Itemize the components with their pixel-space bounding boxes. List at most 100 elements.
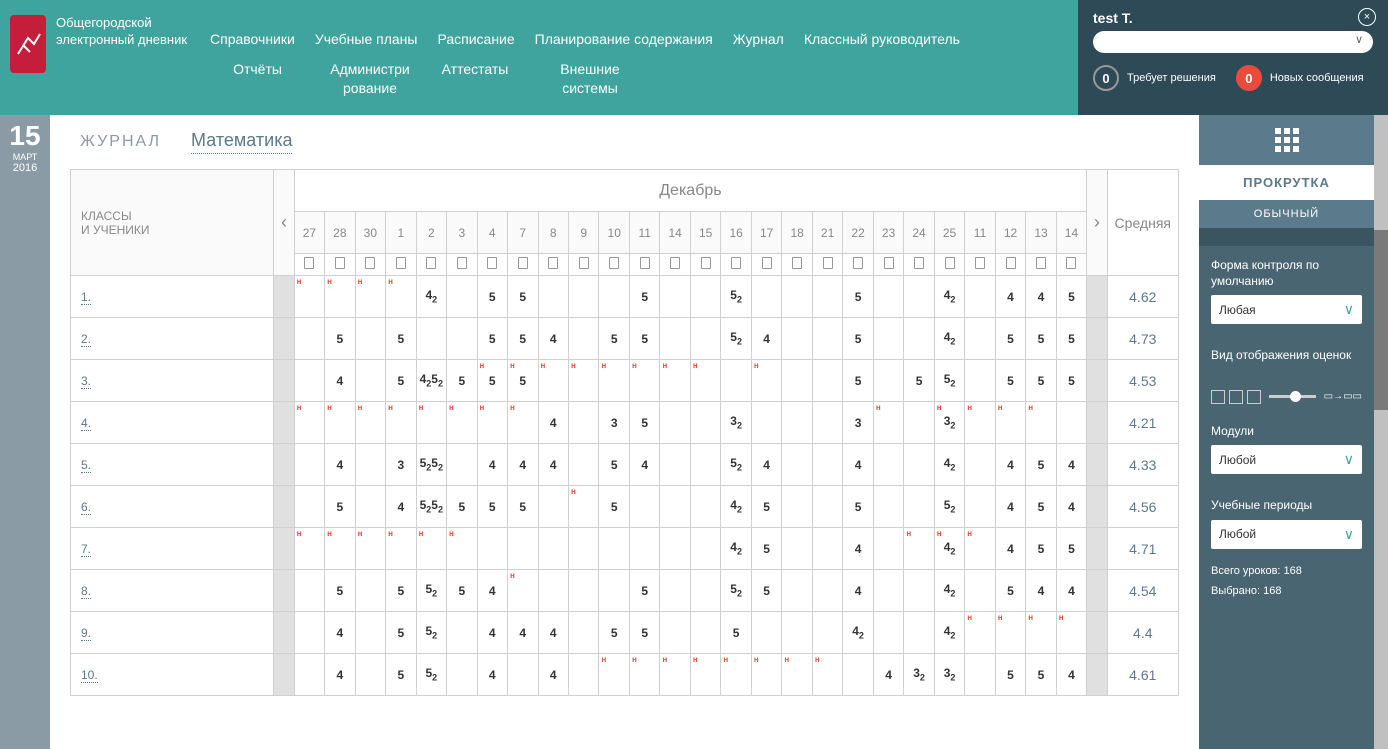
grade-cell[interactable]: 5 bbox=[751, 486, 781, 528]
counter-messages[interactable]: 0 Новых сообщения bbox=[1236, 65, 1364, 91]
lesson-type-icon[interactable] bbox=[1026, 254, 1056, 276]
grade-cell[interactable]: н bbox=[904, 528, 934, 570]
grade-cell[interactable] bbox=[660, 318, 690, 360]
grade-cell[interactable] bbox=[690, 318, 720, 360]
grade-cell[interactable] bbox=[294, 444, 324, 486]
grade-cell[interactable] bbox=[812, 402, 842, 444]
grade-cell[interactable]: 4 bbox=[751, 444, 781, 486]
grade-cell[interactable]: 52 bbox=[416, 654, 446, 696]
periods-select[interactable]: Любой ∨ bbox=[1211, 520, 1362, 549]
grade-cell[interactable]: 5 bbox=[1026, 486, 1056, 528]
grade-cell[interactable]: 5 bbox=[447, 486, 477, 528]
student-cell[interactable]: 6. bbox=[71, 486, 274, 528]
grade-cell[interactable]: н bbox=[599, 654, 629, 696]
grade-cell[interactable]: 5 bbox=[629, 570, 659, 612]
grade-cell[interactable]: 5 bbox=[447, 360, 477, 402]
grade-cell[interactable]: н bbox=[629, 654, 659, 696]
grade-cell[interactable]: 5 bbox=[629, 276, 659, 318]
student-cell[interactable]: 10. bbox=[71, 654, 274, 696]
date-col[interactable]: 15 bbox=[690, 212, 720, 254]
grade-cell[interactable]: 5 bbox=[386, 360, 416, 402]
grade-cell[interactable]: 5 bbox=[1056, 318, 1086, 360]
grade-cell[interactable] bbox=[660, 612, 690, 654]
grade-cell[interactable] bbox=[294, 486, 324, 528]
grade-cell[interactable] bbox=[294, 654, 324, 696]
subject-name[interactable]: Математика bbox=[191, 130, 292, 154]
grade-cell[interactable] bbox=[599, 276, 629, 318]
grade-cell[interactable]: н bbox=[995, 612, 1025, 654]
grade-cell[interactable]: 5 bbox=[1026, 360, 1056, 402]
grade-cell[interactable] bbox=[812, 612, 842, 654]
grade-cell[interactable]: н32 bbox=[934, 402, 964, 444]
grade-cell[interactable]: н bbox=[751, 360, 781, 402]
grade-cell[interactable]: 42 bbox=[934, 570, 964, 612]
grade-cell[interactable] bbox=[508, 654, 538, 696]
grade-cell[interactable]: н bbox=[629, 360, 659, 402]
grade-cell[interactable]: 5 bbox=[751, 570, 781, 612]
grade-cell[interactable]: 4 bbox=[477, 612, 507, 654]
nav-item[interactable]: Учебные планы bbox=[305, 25, 428, 55]
grade-cell[interactable] bbox=[660, 570, 690, 612]
grade-cell[interactable]: 5 bbox=[386, 570, 416, 612]
student-cell[interactable]: 3. bbox=[71, 360, 274, 402]
grade-cell[interactable]: н bbox=[538, 360, 568, 402]
grade-cell[interactable] bbox=[355, 444, 385, 486]
lesson-type-icon[interactable] bbox=[568, 254, 598, 276]
grade-cell[interactable]: н bbox=[690, 360, 720, 402]
lesson-type-icon[interactable] bbox=[751, 254, 781, 276]
grade-cell[interactable]: 5 bbox=[477, 276, 507, 318]
grade-cell[interactable]: 42 bbox=[721, 528, 751, 570]
date-col[interactable]: 16 bbox=[721, 212, 751, 254]
student-cell[interactable]: 9. bbox=[71, 612, 274, 654]
grade-cell[interactable] bbox=[538, 528, 568, 570]
grade-cell[interactable]: н bbox=[355, 276, 385, 318]
student-cell[interactable]: 4. bbox=[71, 402, 274, 444]
grade-cell[interactable] bbox=[812, 570, 842, 612]
grade-cell[interactable]: 52 bbox=[721, 444, 751, 486]
lesson-type-icon[interactable] bbox=[690, 254, 720, 276]
grade-cell[interactable] bbox=[965, 654, 995, 696]
grade-cell[interactable]: 42 bbox=[934, 444, 964, 486]
scrollbar-thumb[interactable] bbox=[1374, 230, 1388, 410]
lesson-type-icon[interactable] bbox=[599, 254, 629, 276]
date-col[interactable]: 27 bbox=[294, 212, 324, 254]
scrollbar[interactable] bbox=[1374, 115, 1388, 749]
grade-cell[interactable]: н bbox=[325, 402, 355, 444]
grade-cell[interactable] bbox=[751, 276, 781, 318]
date-col[interactable]: 3 bbox=[447, 212, 477, 254]
grade-cell[interactable]: 5 bbox=[995, 654, 1025, 696]
grade-cell[interactable] bbox=[782, 360, 812, 402]
grade-cell[interactable]: 42 bbox=[934, 276, 964, 318]
grade-cell[interactable]: 5 bbox=[1056, 360, 1086, 402]
grade-cell[interactable] bbox=[904, 276, 934, 318]
grade-cell[interactable]: 5 bbox=[386, 654, 416, 696]
date-col[interactable]: 2 bbox=[416, 212, 446, 254]
grade-cell[interactable] bbox=[812, 318, 842, 360]
lesson-type-icon[interactable] bbox=[965, 254, 995, 276]
grade-cell[interactable]: 4 bbox=[995, 486, 1025, 528]
grade-cell[interactable]: 42 bbox=[843, 612, 873, 654]
date-col[interactable]: 13 bbox=[1026, 212, 1056, 254]
grade-cell[interactable] bbox=[904, 318, 934, 360]
lesson-type-icon[interactable] bbox=[447, 254, 477, 276]
nav-item[interactable]: Аттестаты bbox=[425, 55, 525, 104]
lesson-type-icon[interactable] bbox=[812, 254, 842, 276]
apps-icon[interactable] bbox=[1199, 115, 1374, 165]
date-col[interactable]: 12 bbox=[995, 212, 1025, 254]
date-col[interactable]: 11 bbox=[965, 212, 995, 254]
grade-cell[interactable]: 52 bbox=[721, 318, 751, 360]
grade-cell[interactable]: н bbox=[1026, 612, 1056, 654]
grade-cell[interactable] bbox=[904, 612, 934, 654]
grade-cell[interactable]: 42 bbox=[934, 318, 964, 360]
student-cell[interactable]: 7. bbox=[71, 528, 274, 570]
grade-cell[interactable]: 5 bbox=[843, 318, 873, 360]
grade-cell[interactable]: н bbox=[690, 654, 720, 696]
grade-cell[interactable]: 4 bbox=[325, 360, 355, 402]
grade-cell[interactable] bbox=[1056, 402, 1086, 444]
grade-cell[interactable]: 4 bbox=[538, 402, 568, 444]
grade-cell[interactable] bbox=[873, 318, 903, 360]
date-col[interactable]: 25 bbox=[934, 212, 964, 254]
form-select[interactable]: Любая ∨ bbox=[1211, 295, 1362, 324]
grade-cell[interactable] bbox=[965, 570, 995, 612]
grade-cell[interactable]: н bbox=[355, 528, 385, 570]
